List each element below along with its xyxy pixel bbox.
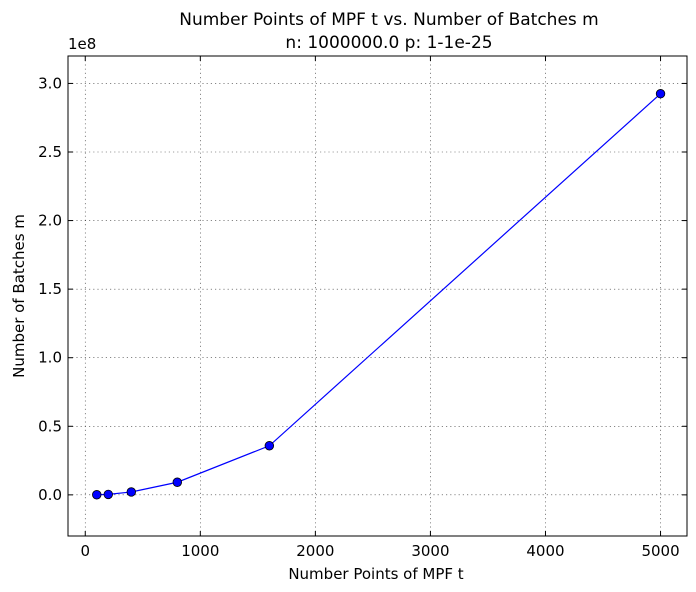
y-offset-label: 1e8 xyxy=(68,35,96,53)
y-tick-labels: 0.0 0.5 1.0 1.5 2.0 2.5 3.0 xyxy=(38,74,62,503)
x-tick-label: 5000 xyxy=(641,542,679,560)
y-tick-label: 0.5 xyxy=(38,417,62,435)
data-point xyxy=(126,487,136,497)
data-point xyxy=(264,441,275,451)
y-axis-label: Number of Batches m xyxy=(10,214,28,378)
data-point xyxy=(655,89,666,99)
y-tick-label: 3.0 xyxy=(38,74,62,92)
x-axis-label: Number Points of MPF t xyxy=(288,565,463,583)
x-tick-label: 1000 xyxy=(181,542,219,560)
grid xyxy=(68,56,687,536)
y-tick-label: 1.5 xyxy=(38,280,62,298)
series-group xyxy=(92,89,666,500)
x-tick-labels: 0 1000 2000 3000 4000 5000 xyxy=(80,542,679,560)
data-point xyxy=(103,489,113,500)
chart-title: Number Points of MPF t vs. Number of Bat… xyxy=(179,10,598,30)
y-tick-label: 0.0 xyxy=(38,486,62,504)
data-point xyxy=(172,477,183,487)
chart-subtitle: n: 1000000.0 p: 1-1e-25 xyxy=(285,33,492,53)
plot-frame xyxy=(67,55,688,537)
y-tick-label: 2.5 xyxy=(38,143,62,161)
y-tick-label: 2.0 xyxy=(38,212,62,230)
y-tick-label: 1.0 xyxy=(38,349,62,367)
x-tick-label: 2000 xyxy=(296,542,334,560)
axis-ticks xyxy=(68,56,687,536)
x-tick-label: 4000 xyxy=(526,542,564,560)
data-point xyxy=(92,490,102,500)
x-tick-label: 3000 xyxy=(411,542,449,560)
x-tick-label: 0 xyxy=(80,542,90,560)
series-line xyxy=(96,93,661,496)
